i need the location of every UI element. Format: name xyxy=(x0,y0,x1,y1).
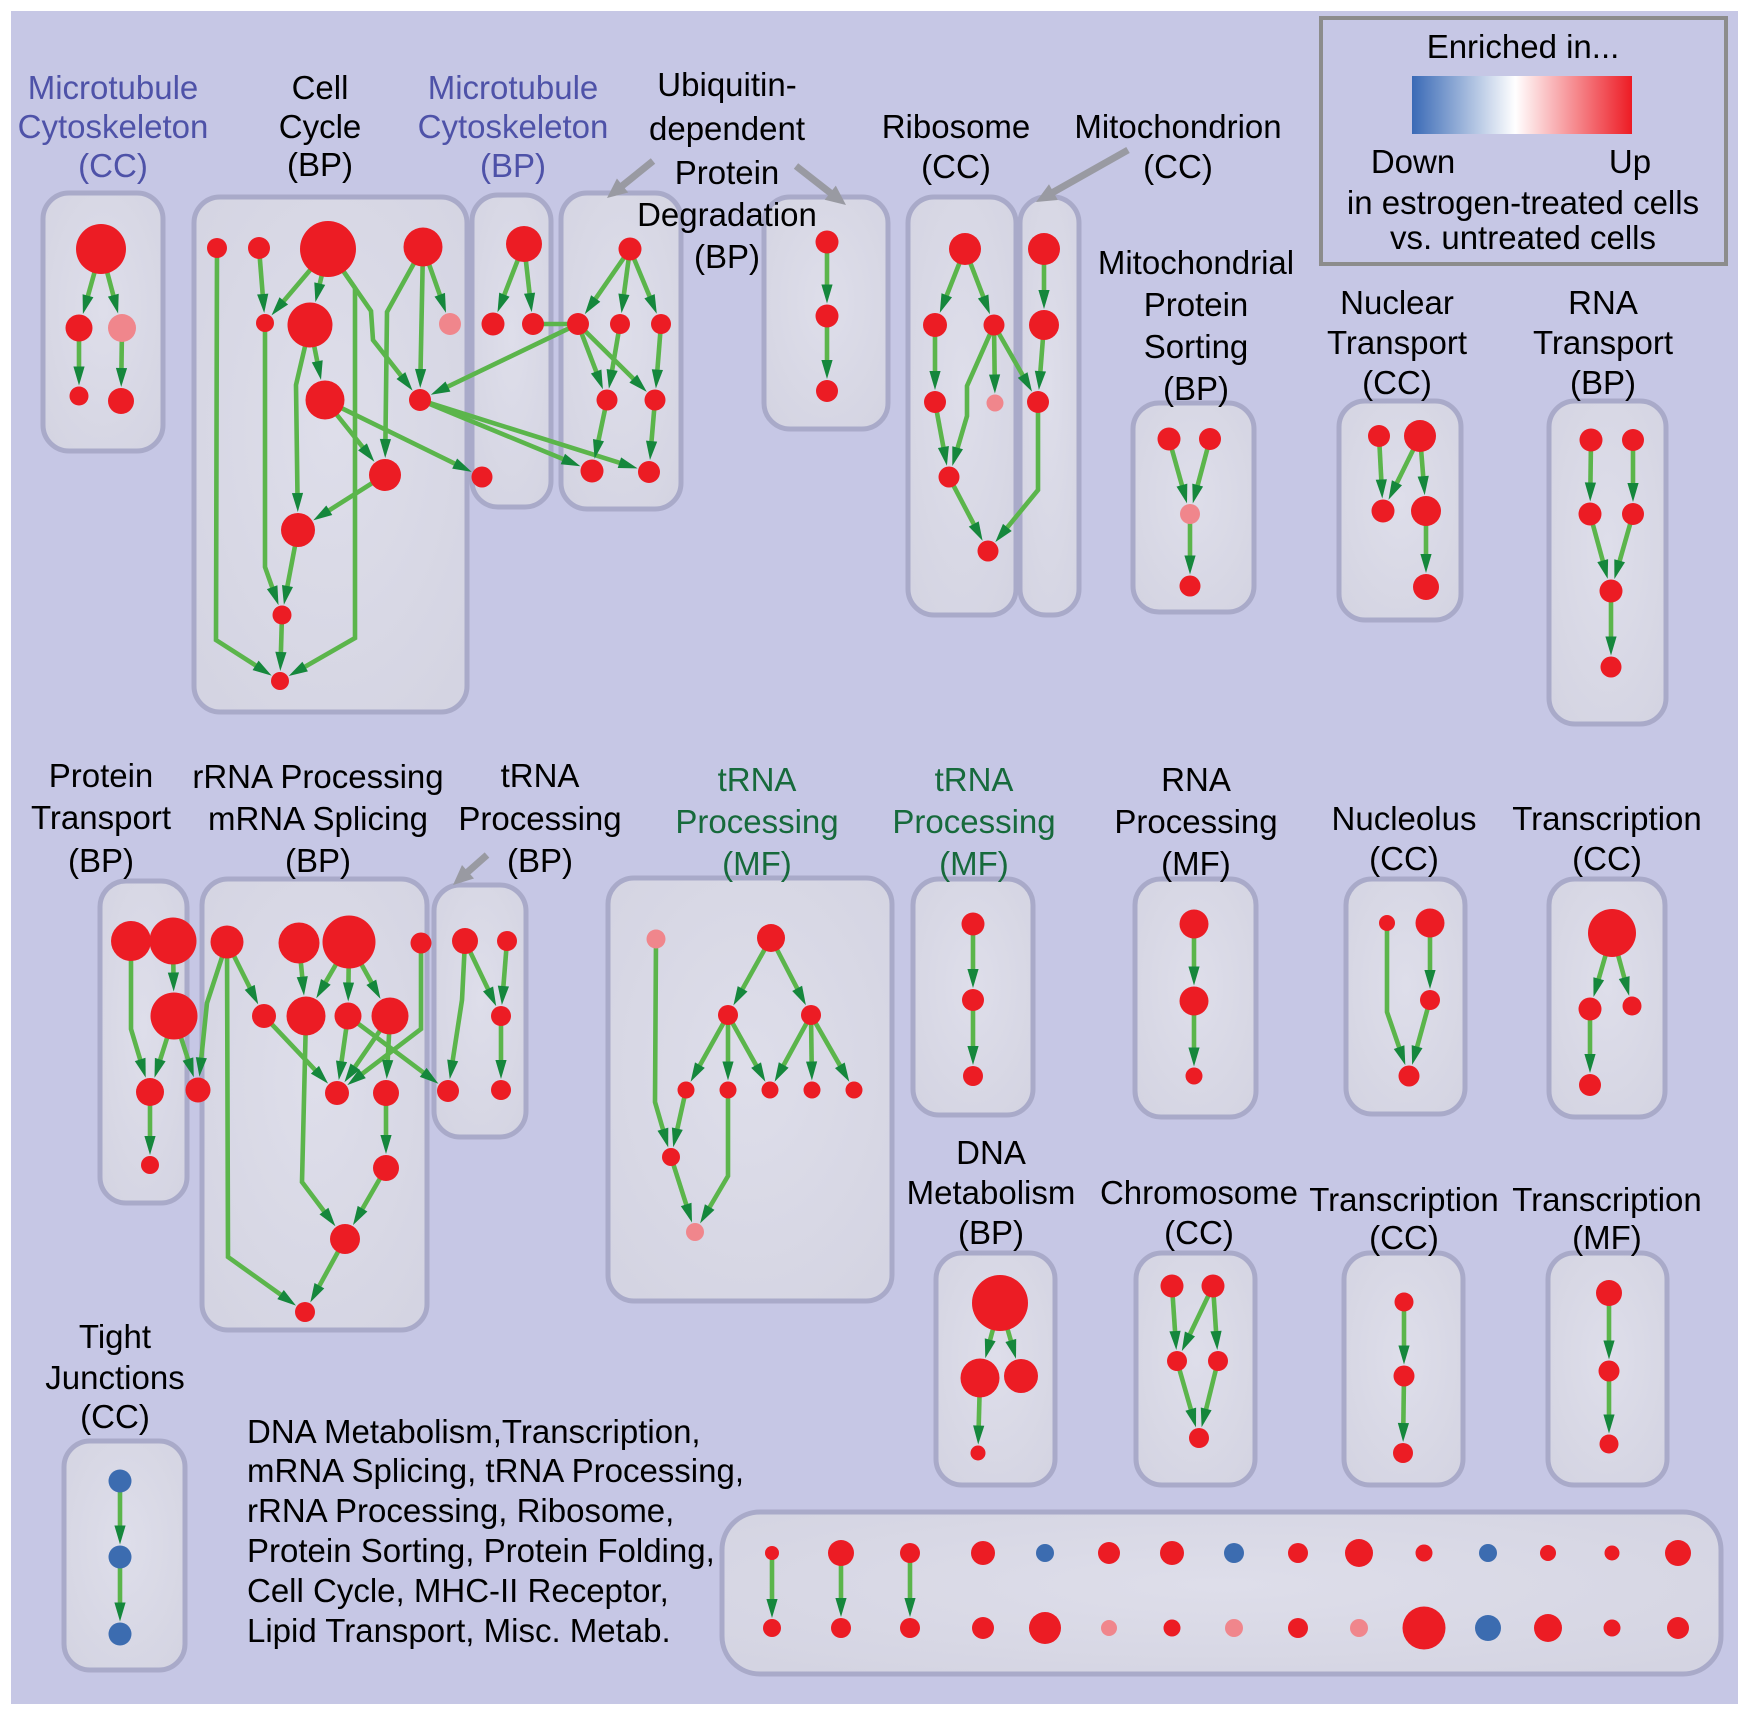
svg-text:Metabolism: Metabolism xyxy=(907,1174,1076,1211)
svg-text:(BP): (BP) xyxy=(287,146,353,183)
svg-text:(CC): (CC) xyxy=(1362,364,1432,401)
svg-text:Chromosome: Chromosome xyxy=(1100,1174,1298,1211)
svg-text:(BP): (BP) xyxy=(958,1214,1024,1251)
svg-text:in estrogen-treated cells: in estrogen-treated cells xyxy=(1347,184,1699,221)
svg-text:Cell Cycle, MHC-II Receptor,: Cell Cycle, MHC-II Receptor, xyxy=(247,1572,669,1609)
svg-text:Protein: Protein xyxy=(1144,286,1249,323)
svg-text:DNA Metabolism,Transcription,: DNA Metabolism,Transcription, xyxy=(247,1413,701,1450)
svg-text:(BP): (BP) xyxy=(480,147,546,184)
svg-text:Cytoskeleton: Cytoskeleton xyxy=(18,108,209,145)
svg-text:(CC): (CC) xyxy=(1369,1219,1439,1256)
svg-text:Transport: Transport xyxy=(1533,324,1673,361)
svg-text:(BP): (BP) xyxy=(1570,364,1636,401)
svg-text:Enriched in...: Enriched in... xyxy=(1427,28,1620,65)
svg-text:RNA: RNA xyxy=(1568,284,1638,321)
svg-text:Degradation: Degradation xyxy=(637,196,817,233)
svg-text:tRNA: tRNA xyxy=(935,761,1014,798)
svg-text:Microtubule: Microtubule xyxy=(428,69,599,106)
svg-text:(CC): (CC) xyxy=(1164,1214,1234,1251)
svg-text:Microtubule: Microtubule xyxy=(28,69,199,106)
svg-text:Ribosome: Ribosome xyxy=(882,108,1031,145)
svg-text:Transcription: Transcription xyxy=(1309,1181,1499,1218)
svg-text:Down: Down xyxy=(1371,143,1455,180)
svg-text:dependent: dependent xyxy=(649,110,805,147)
svg-text:Cell: Cell xyxy=(292,69,349,106)
svg-text:RNA: RNA xyxy=(1161,761,1231,798)
svg-text:Up: Up xyxy=(1609,143,1651,180)
svg-text:Mitochondrion: Mitochondrion xyxy=(1074,108,1281,145)
svg-text:tRNA: tRNA xyxy=(501,757,580,794)
svg-text:(CC): (CC) xyxy=(78,147,148,184)
svg-text:Junctions: Junctions xyxy=(45,1359,184,1396)
svg-text:Ubiquitin-: Ubiquitin- xyxy=(657,66,796,103)
svg-text:Transcription: Transcription xyxy=(1512,800,1702,837)
svg-text:(CC): (CC) xyxy=(1143,148,1213,185)
svg-text:Processing: Processing xyxy=(892,803,1055,840)
svg-text:(MF): (MF) xyxy=(1572,1219,1642,1256)
svg-text:(BP): (BP) xyxy=(507,842,573,879)
svg-text:(BP): (BP) xyxy=(285,842,351,879)
svg-text:(MF): (MF) xyxy=(1161,845,1231,882)
svg-text:Processing: Processing xyxy=(1114,803,1277,840)
svg-text:Transport: Transport xyxy=(1327,324,1467,361)
svg-text:Cycle: Cycle xyxy=(279,108,362,145)
svg-text:(BP): (BP) xyxy=(68,842,134,879)
svg-text:(CC): (CC) xyxy=(1572,840,1642,877)
svg-text:Processing: Processing xyxy=(675,803,838,840)
svg-text:Protein: Protein xyxy=(675,154,780,191)
svg-text:rRNA Processing, Ribosome,: rRNA Processing, Ribosome, xyxy=(247,1492,674,1529)
svg-text:(MF): (MF) xyxy=(722,845,792,882)
svg-text:Transport: Transport xyxy=(31,799,171,836)
svg-text:mRNA Splicing, tRNA Processing: mRNA Splicing, tRNA Processing, xyxy=(247,1452,744,1489)
svg-text:(CC): (CC) xyxy=(80,1398,150,1435)
svg-text:(BP): (BP) xyxy=(694,238,760,275)
svg-text:(CC): (CC) xyxy=(921,148,991,185)
svg-text:vs. untreated cells: vs. untreated cells xyxy=(1390,219,1656,256)
svg-text:mRNA Splicing: mRNA Splicing xyxy=(208,800,428,837)
svg-text:rRNA Processing: rRNA Processing xyxy=(192,758,443,795)
svg-text:Protein: Protein xyxy=(49,757,154,794)
svg-text:(BP): (BP) xyxy=(1163,370,1229,407)
svg-text:Processing: Processing xyxy=(458,800,621,837)
svg-text:DNA: DNA xyxy=(956,1134,1026,1171)
svg-text:Cytoskeleton: Cytoskeleton xyxy=(418,108,609,145)
svg-text:tRNA: tRNA xyxy=(718,761,797,798)
svg-text:Nucleolus: Nucleolus xyxy=(1332,800,1477,837)
svg-text:(MF): (MF) xyxy=(939,845,1009,882)
svg-text:Tight: Tight xyxy=(79,1318,151,1355)
svg-text:Transcription: Transcription xyxy=(1512,1181,1702,1218)
svg-text:Lipid Transport, Misc. Metab.: Lipid Transport, Misc. Metab. xyxy=(247,1612,671,1649)
svg-text:Sorting: Sorting xyxy=(1144,328,1249,365)
svg-text:Nuclear: Nuclear xyxy=(1340,284,1454,321)
svg-text:(CC): (CC) xyxy=(1369,840,1439,877)
svg-text:Protein Sorting, Protein Foldi: Protein Sorting, Protein Folding, xyxy=(247,1532,715,1569)
svg-text:Mitochondrial: Mitochondrial xyxy=(1098,244,1294,281)
